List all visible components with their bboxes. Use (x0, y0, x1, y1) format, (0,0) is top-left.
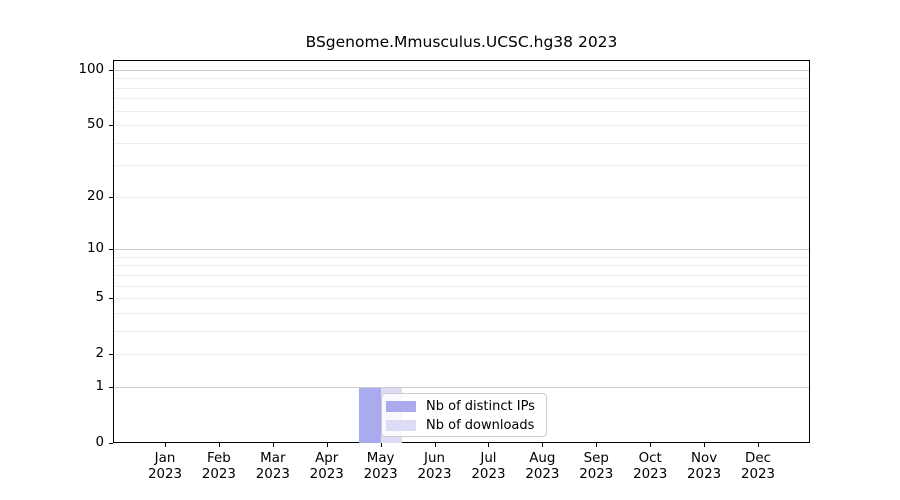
y-axis-tick-label: 100 (78, 61, 104, 77)
x-axis-tick-label: Jul 2023 (471, 451, 506, 482)
y-axis-tick-label: 5 (95, 290, 104, 306)
x-axis-tick (704, 443, 706, 447)
minor-gridline (114, 98, 809, 100)
x-axis-tick (650, 443, 652, 447)
legend-entry: Nb of distinct IPs (386, 397, 542, 416)
x-axis-tick-label: Mar 2023 (255, 451, 290, 482)
minor-gridline (114, 125, 809, 127)
y-axis-tick (109, 249, 113, 251)
y-axis-tick-label: 50 (86, 117, 104, 133)
minor-gridline (114, 354, 809, 356)
y-axis-tick-label: 0 (95, 435, 104, 450)
x-axis-tick (758, 443, 759, 447)
x-axis-tick (218, 443, 220, 447)
x-axis-tick-label: Nov 2023 (687, 451, 722, 482)
minor-gridline (114, 87, 809, 89)
minor-gridline (114, 196, 809, 198)
legend-entry: Nb of downloads (386, 416, 542, 435)
x-axis-tick (596, 443, 598, 447)
legend-label: Nb of distinct IPs (426, 399, 535, 414)
minor-gridline (114, 265, 809, 267)
x-axis-tick (326, 443, 328, 447)
minor-gridline (114, 165, 809, 167)
y-axis-tick (109, 443, 113, 444)
minor-gridline (114, 142, 809, 144)
minor-gridline (114, 256, 809, 258)
minor-gridline (114, 285, 809, 287)
legend-label: Nb of downloads (426, 418, 535, 433)
y-axis-tick-label: 20 (86, 188, 104, 204)
minor-gridline (114, 312, 809, 314)
minor-gridline (114, 298, 809, 300)
x-axis-tick-label: Oct 2023 (633, 451, 668, 482)
x-axis-tick-label: Jan 2023 (147, 451, 183, 482)
minor-gridline (114, 330, 809, 332)
major-gridline (114, 386, 809, 388)
y-axis-tick (109, 196, 113, 198)
minor-gridline (114, 110, 809, 112)
x-axis-tick (272, 443, 274, 447)
chart-title: BSgenome.Mmusculus.UCSC.hg38 2023 (305, 33, 618, 51)
y-axis-tick-label: 10 (86, 241, 104, 257)
x-axis-tick-label: Jun 2023 (417, 451, 452, 482)
major-gridline (114, 249, 809, 251)
x-axis-tick-label: Dec 2023 (740, 451, 776, 482)
y-axis-tick (109, 69, 113, 71)
y-axis-tick (109, 386, 113, 388)
x-axis-tick (434, 443, 436, 447)
distinct-ips-bar (359, 387, 381, 443)
x-axis-tick (542, 443, 544, 447)
x-axis-tick (380, 443, 382, 447)
y-axis-tick-label: 2 (95, 346, 104, 362)
x-axis-tick-label: Apr 2023 (309, 451, 344, 482)
x-axis-tick-label: Sep 2023 (579, 451, 614, 482)
x-axis-tick (488, 443, 490, 447)
y-axis-tick (109, 354, 113, 356)
y-axis-tick (109, 298, 113, 300)
y-axis-tick-label: 1 (95, 378, 104, 394)
minor-gridline (114, 274, 809, 276)
plot-area (113, 60, 810, 443)
major-gridline (114, 69, 809, 71)
x-axis-tick-label: May 2023 (363, 451, 398, 482)
minor-gridline (114, 78, 809, 80)
x-axis-tick (165, 443, 166, 447)
downloads-swatch (386, 420, 416, 431)
x-axis-tick-label: Feb 2023 (201, 451, 236, 482)
legend: Nb of distinct IPs Nb of downloads (381, 393, 547, 437)
y-axis-tick (109, 125, 113, 127)
distinct-ips-swatch (386, 401, 416, 412)
x-axis-tick-label: Aug 2023 (525, 451, 560, 482)
